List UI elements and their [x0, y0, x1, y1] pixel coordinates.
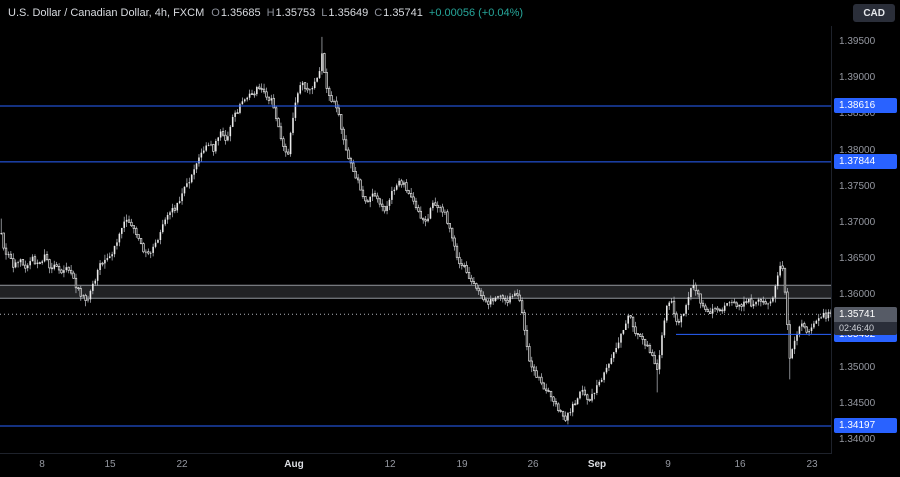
- level-price-badge[interactable]: 1.34197: [834, 418, 897, 434]
- time-axis-month-label: Sep: [587, 459, 607, 470]
- level-price-badge[interactable]: 1.38616: [834, 98, 897, 114]
- price-tick-label: 1.36000: [839, 289, 876, 301]
- ohlc-values: O1.35685 H1.35753 L1.35649 C1.35741 +0.0…: [211, 7, 523, 19]
- change-value: +0.00056 (+0.04%): [428, 7, 524, 19]
- price-tick-label: 1.38000: [839, 144, 876, 156]
- candlestick-chart[interactable]: [0, 26, 832, 454]
- close-value: C1.35741: [374, 7, 423, 19]
- price-tick-label: 1.39000: [839, 72, 876, 84]
- price-tick-label: 1.36500: [839, 253, 876, 265]
- level-price-badge[interactable]: 1.37844: [834, 154, 897, 170]
- price-tick-label: 1.37500: [839, 180, 876, 192]
- time-axis-day-label: 19: [456, 459, 468, 470]
- time-axis-day-label: 16: [734, 459, 746, 470]
- time-axis-day-label: 23: [806, 459, 818, 470]
- time-axis-day-label: 9: [665, 459, 671, 470]
- price-axis[interactable]: 1.39500 1.39000 1.38500 1.38000 1.37500 1.370…: [831, 26, 900, 454]
- time-axis-day-label: 22: [176, 459, 188, 470]
- time-axis-day-label: 26: [527, 459, 539, 470]
- time-axis[interactable]: 8 15 22 Aug 12 19 26 Sep 9 16 23: [0, 453, 832, 477]
- axis-corner: [832, 454, 900, 477]
- price-tick-label: 1.37000: [839, 216, 876, 228]
- time-axis-day-label: 12: [384, 459, 396, 470]
- current-price-value: 1.35741: [834, 306, 897, 322]
- open-value: O1.35685: [211, 7, 261, 19]
- time-axis-day-label: 15: [104, 459, 116, 470]
- price-tick-label: 1.34500: [839, 398, 876, 410]
- price-tick-label: 1.38500: [839, 108, 876, 120]
- time-axis-day-label: 8: [39, 459, 45, 470]
- bar-countdown-timer: 02:46:40: [834, 321, 897, 335]
- high-value: H1.35753: [266, 7, 316, 19]
- price-tick-label: 1.39500: [839, 35, 876, 47]
- price-tick-label: 1.35000: [839, 361, 876, 373]
- symbol-title[interactable]: U.S. Dollar / Canadian Dollar, 4h, FXCM: [8, 7, 205, 19]
- price-tick-label: 1.34000: [839, 434, 876, 446]
- chart-plot-area[interactable]: [0, 26, 832, 454]
- chart-legend: U.S. Dollar / Canadian Dollar, 4h, FXCM …: [0, 0, 900, 26]
- current-price-badge: 1.35741 02:46:40: [834, 306, 897, 335]
- low-value: L1.35649: [321, 7, 369, 19]
- time-axis-month-label: Aug: [284, 459, 304, 470]
- quote-currency-button[interactable]: CAD: [853, 4, 895, 22]
